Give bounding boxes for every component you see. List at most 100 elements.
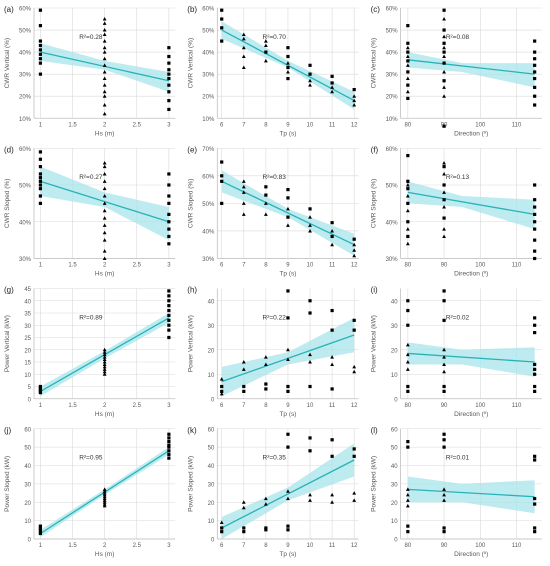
data-point-square	[167, 107, 171, 112]
data-point-square	[286, 215, 290, 219]
data-point-triangle	[263, 496, 268, 501]
data-point-triangle	[241, 212, 246, 216]
data-point-square	[533, 316, 537, 320]
data-point-triangle	[352, 369, 357, 374]
data-point-square	[533, 198, 537, 202]
y-tick-label: 50	[208, 446, 215, 452]
data-point-triangle	[286, 489, 290, 493]
data-point-triangle	[102, 352, 107, 357]
confidence-band	[407, 342, 535, 377]
data-point-triangle	[102, 367, 107, 371]
data-point-triangle	[102, 347, 107, 352]
panel-j: 0 10 20 30 40 50 60 1 1.5 2 2.5 3 R²=0.95 (j) Hs (m) Po…	[4, 426, 176, 558]
y-tick-label: 30	[24, 482, 31, 488]
data-point-triangle	[102, 256, 107, 260]
data-point-square	[442, 165, 446, 169]
data-point-square	[38, 172, 43, 176]
data-point-triangle	[405, 89, 410, 94]
data-point-triangle	[352, 248, 357, 252]
data-point-triangle	[352, 103, 357, 107]
x-axis-label: Direction (º)	[454, 130, 488, 137]
data-point-square	[406, 440, 410, 444]
x-tick-label: 80	[405, 543, 412, 549]
data-point-square	[533, 103, 537, 107]
data-point-triangle	[308, 492, 312, 497]
data-point-triangle	[330, 85, 335, 89]
data-point-square	[220, 384, 224, 389]
panel-label: (g)	[4, 286, 14, 295]
data-point-square	[38, 526, 43, 530]
y-axis-label: CWR Vertical (%)	[4, 38, 11, 89]
data-point-triangle	[219, 391, 224, 396]
y-tick-label: 10	[24, 373, 31, 379]
data-point-square	[533, 323, 537, 327]
data-point-square	[442, 216, 446, 220]
data-point-square	[286, 524, 290, 528]
data-point-square	[242, 384, 246, 389]
data-point-square	[167, 294, 171, 298]
data-point-square	[406, 530, 410, 534]
data-point-square	[406, 24, 410, 28]
data-point-square	[167, 90, 171, 94]
data-point-square	[38, 52, 43, 56]
y-tick-label: 10%	[19, 117, 32, 123]
data-point-square	[308, 436, 312, 440]
data-point-triangle	[263, 212, 268, 216]
data-point-square	[533, 76, 537, 81]
panel-b: 10% 20% 30% 40% 50% 60% 6 7 8 9 10 11 12 R²=0.70 (b) Tp…	[187, 5, 359, 137]
x-tick-label: 11	[329, 543, 336, 549]
panel-c: 10%20%30%40%50%60%8090100110R²=0.08(c)Di…	[371, 5, 542, 137]
data-point-square	[533, 57, 537, 61]
data-point-triangle	[286, 496, 290, 501]
y-tick-label: 30	[24, 324, 31, 330]
data-point-triangle	[405, 227, 410, 231]
data-point-triangle	[241, 54, 246, 59]
y-tick-label: 20%	[19, 95, 32, 101]
panel-label: (h)	[187, 286, 197, 295]
data-point-square	[38, 179, 43, 183]
x-tick-label: 110	[512, 263, 522, 269]
data-point-square	[286, 528, 290, 532]
data-point-square	[533, 384, 537, 389]
data-point-square	[442, 61, 446, 65]
data-point-triangle	[241, 367, 246, 371]
data-point-triangle	[241, 32, 246, 36]
data-point-triangle	[442, 190, 446, 194]
y-tick-label: 40	[391, 464, 398, 470]
data-point-square	[406, 83, 410, 87]
data-point-square	[406, 323, 410, 327]
r-squared-label: R²=0.02	[446, 314, 470, 321]
y-tick-label: 10	[391, 373, 398, 379]
data-point-triangle	[330, 362, 335, 366]
y-tick-label: 10%	[386, 117, 399, 123]
x-tick-label: 3	[167, 543, 171, 549]
data-point-square	[167, 194, 171, 198]
y-tick-label: 40%	[386, 51, 399, 57]
y-tick-label: 35	[24, 312, 31, 318]
data-point-triangle	[102, 21, 107, 25]
data-point-square	[442, 530, 446, 534]
data-point-square	[533, 227, 537, 231]
data-point-square	[533, 220, 537, 224]
x-tick-label: 2.5	[133, 543, 142, 549]
data-point-square	[330, 81, 334, 85]
data-point-triangle	[352, 94, 357, 98]
data-point-triangle	[286, 61, 290, 65]
x-tick-label: 2	[103, 403, 107, 409]
data-point-triangle	[352, 242, 357, 247]
data-point-square	[38, 165, 43, 169]
data-point-triangle	[102, 111, 107, 116]
y-axis-label: CWR Vertical (%)	[187, 38, 194, 89]
y-tick-label: 0	[394, 397, 398, 403]
data-point-square	[533, 238, 537, 242]
data-point-square	[533, 70, 537, 74]
data-point-triangle	[352, 364, 357, 369]
y-tick-label: 10%	[202, 117, 215, 123]
data-point-square	[220, 179, 224, 183]
data-point-square	[220, 389, 224, 393]
data-point-square	[442, 41, 446, 45]
y-tick-label: 60%	[19, 147, 32, 153]
x-tick-label: 12	[351, 543, 358, 549]
data-point-square	[533, 50, 537, 54]
data-point-square	[38, 524, 43, 528]
